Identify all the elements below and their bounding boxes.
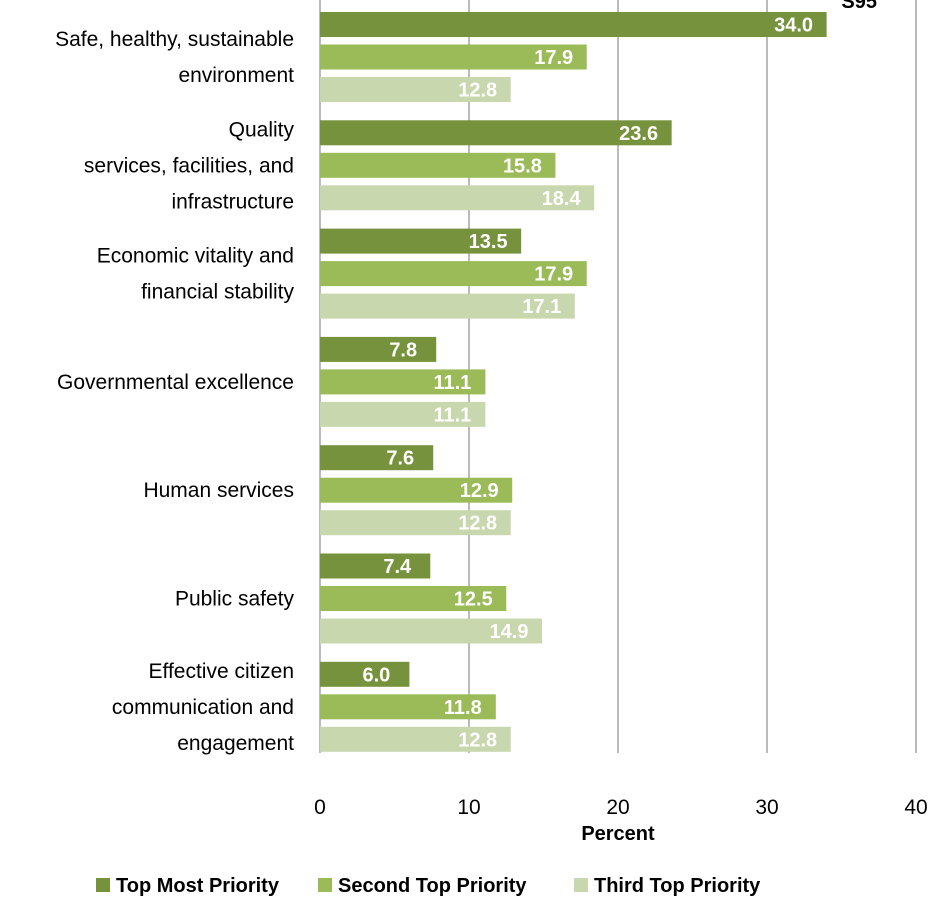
x-tick-label: 20 <box>606 796 629 819</box>
data-label: 11.8 <box>444 697 482 719</box>
corner-text: S95 <box>841 0 877 13</box>
bar <box>320 12 827 37</box>
data-label: 17.9 <box>534 264 573 286</box>
bar <box>320 694 496 720</box>
category-label: Economic vitality and financial stability <box>97 245 295 304</box>
bar <box>320 261 587 287</box>
data-label: 17.1 <box>522 296 561 318</box>
bar <box>320 228 522 254</box>
bar <box>320 445 434 471</box>
bar <box>320 661 410 687</box>
legend-swatch <box>96 878 110 892</box>
legend-swatch <box>318 878 332 892</box>
bar <box>320 369 486 395</box>
category-label: Safe, healthy, sustainable environment <box>55 28 294 87</box>
x-tick-label: 40 <box>904 796 927 819</box>
data-label: 12.8 <box>458 513 497 535</box>
bar <box>320 618 543 644</box>
data-label: 15.8 <box>503 155 542 177</box>
category-label: Effective citizen communication and engage… <box>112 660 294 755</box>
data-label: 17.9 <box>534 47 573 69</box>
bar <box>320 120 672 146</box>
category-label: Quality services, facilities, and infrastr… <box>84 118 295 213</box>
bar <box>320 336 437 362</box>
data-label: 14.9 <box>490 621 529 643</box>
data-label: 7.6 <box>386 448 414 470</box>
bar <box>320 553 431 579</box>
legend: Top Most Priority Second Top Priority Thir… <box>96 875 761 897</box>
x-tick-label: 10 <box>457 796 480 819</box>
legend-label: Third Top Priority <box>594 875 761 897</box>
data-label: 6.0 <box>362 664 390 686</box>
bar <box>320 293 575 319</box>
data-label: 11.1 <box>433 372 471 394</box>
bar <box>320 477 513 503</box>
bar <box>320 44 587 70</box>
category-labels: Safe, healthy, sustainable environment Qua… <box>55 28 294 755</box>
bar <box>320 401 486 427</box>
category-label: Human services <box>143 479 294 502</box>
bar <box>320 152 556 178</box>
data-label: 11.1 <box>433 404 471 426</box>
data-label: 34.0 <box>774 15 813 37</box>
bar <box>320 77 511 102</box>
data-label: 7.4 <box>383 556 412 578</box>
bars-group: 34.0 17.9 12.8 23.6 15.818.4 13.5 17.9 17.1 7.8 1… <box>320 12 827 752</box>
bar <box>320 510 511 536</box>
x-tick-label: 0 <box>314 796 326 819</box>
data-label: 12.8 <box>458 729 497 751</box>
data-label: 12.5 <box>454 589 493 611</box>
x-axis-title: Percent <box>581 823 655 845</box>
legend-swatch <box>574 878 588 892</box>
category-label: Public safety <box>175 588 295 611</box>
data-label: 12.8 <box>458 80 497 102</box>
data-label: 13.5 <box>469 231 508 253</box>
bar <box>320 726 511 752</box>
legend-label: Second Top Priority <box>338 875 527 897</box>
data-label: 12.9 <box>460 480 499 502</box>
legend-label: Top Most Priority <box>116 875 280 897</box>
data-label: 18.4 <box>542 188 582 210</box>
category-label: Governmental excellence <box>57 371 294 394</box>
data-label: 23.6 <box>619 123 658 145</box>
bar <box>320 586 507 611</box>
x-tick-label: 30 <box>755 796 778 819</box>
data-label: 7.8 <box>389 339 417 361</box>
bar <box>320 185 595 211</box>
x-tick-labels: 0 10 20 30 40 <box>314 796 928 819</box>
